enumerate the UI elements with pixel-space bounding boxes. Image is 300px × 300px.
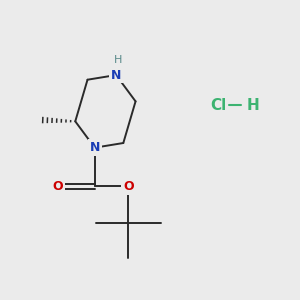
Text: H: H <box>246 98 259 113</box>
Text: O: O <box>53 180 64 193</box>
Text: O: O <box>123 180 134 193</box>
Text: Cl: Cl <box>210 98 226 113</box>
Text: N: N <box>111 69 121 82</box>
Text: H: H <box>113 55 122 64</box>
Text: N: N <box>90 141 100 154</box>
